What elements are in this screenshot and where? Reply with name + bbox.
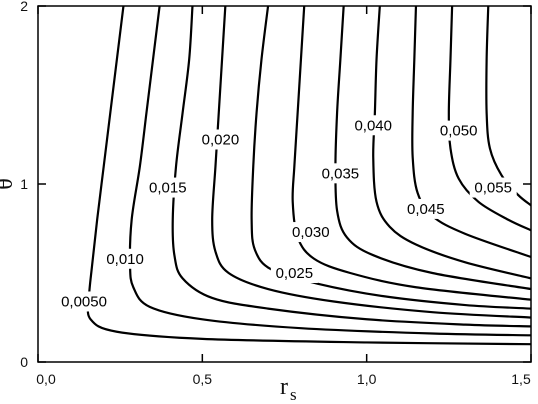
contour-line [171,6,531,328]
contour-label: 0,015 [149,180,187,197]
contour-label-background [402,198,450,219]
x-tick-label: 1,0 [357,371,377,387]
contours-group [86,6,531,346]
x-axis-label-main: r [280,374,288,400]
contour-line [211,6,531,319]
contour-label-background [56,291,112,312]
contour-label: 0,055 [474,180,512,197]
contour-label-background [349,115,397,136]
contour-label-background [101,248,149,269]
plot-frame-group [37,5,532,363]
y-tick-label: 2 [20,0,28,14]
contour-label-background [469,177,517,198]
contour-line [485,6,531,207]
y-axis-label: θ [0,178,18,190]
contour-label: 0,0050 [61,293,107,310]
contour-line [372,6,531,280]
contour-label-background [435,120,483,141]
contour-line [447,6,531,232]
contour-label-background [144,177,192,198]
contour-label: 0,020 [202,132,240,149]
contour-line [334,6,531,291]
x-tick-label: 0,0 [36,371,56,387]
x-tick-label: 0,5 [193,371,213,387]
contour-label-background [287,222,335,243]
contour-label: 0,045 [407,201,445,218]
contour-label-background [316,163,364,184]
plot-frame [37,5,532,363]
contour-label-background [270,263,318,283]
contour-label: 0,040 [354,117,392,134]
contour-label: 0,030 [292,224,330,241]
x-axis-label-subscript: s [290,385,297,404]
y-tick-label: 0 [20,354,28,370]
contour-label: 0,025 [276,265,314,282]
contour-line [411,6,531,259]
contour-label: 0,010 [106,251,144,268]
labels-group: 0,0050 0,010 0,015 0,020 0,025 0,030 0,035 0,04… [56,115,517,312]
contour-label: 0,050 [440,123,478,140]
y-tick-label: 1 [20,176,28,192]
contour-label-background [196,129,244,150]
ticks-group: 0,0 0,5 1,0 1,5 0 1 2 [20,0,532,387]
contour-label: 0,035 [322,165,360,182]
x-tick-label: 1,5 [511,371,531,387]
contour-line [250,6,531,310]
contour-line [128,6,531,337]
